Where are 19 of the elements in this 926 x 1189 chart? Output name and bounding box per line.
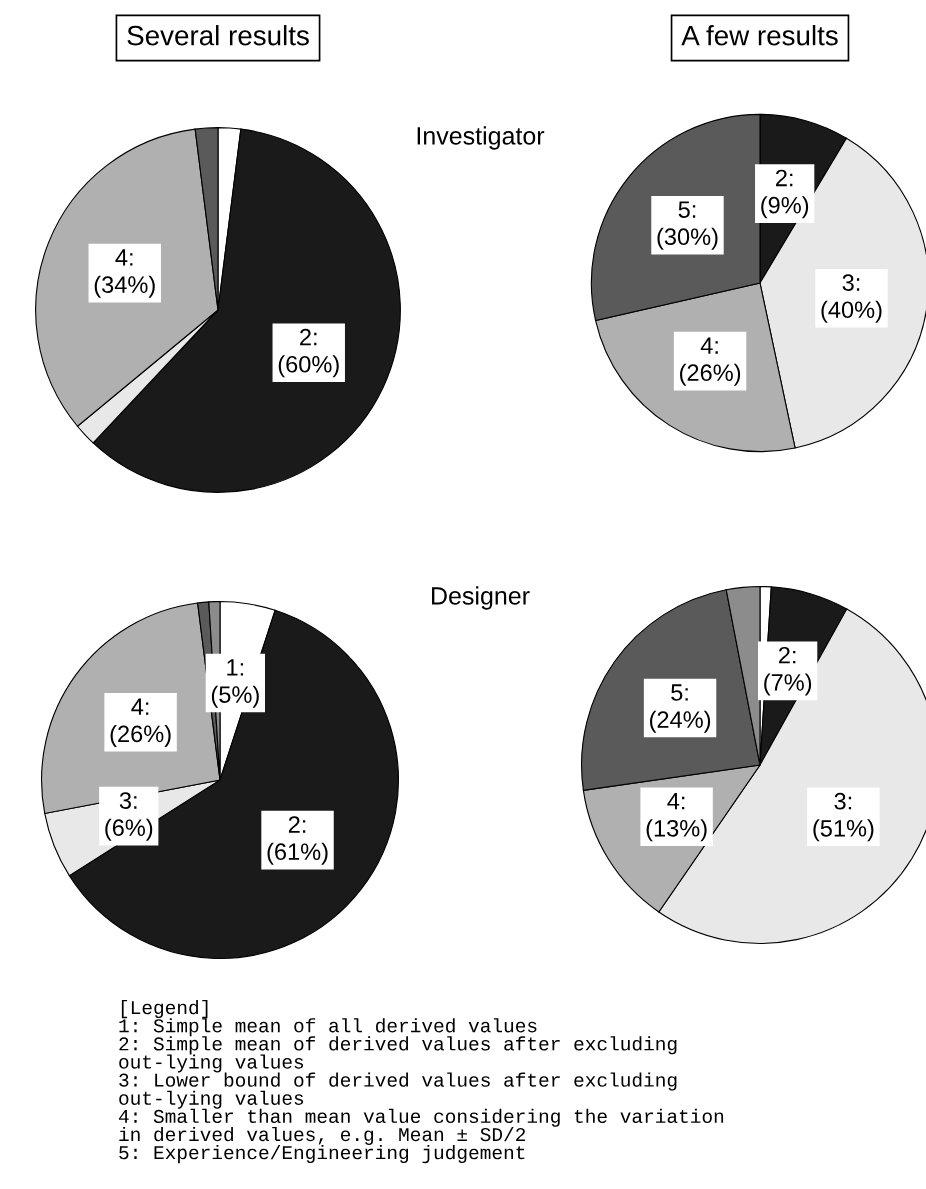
chart-subtitle: Investigator	[417, 126, 545, 150]
data-label: 4: (34%)	[94, 249, 155, 298]
data-label: 2: (7%)	[764, 646, 812, 696]
chart-title: Several results	[127, 25, 309, 46]
chart-subtitle: Designer	[432, 586, 530, 610]
data-label: 5: (30%)	[657, 201, 718, 250]
data-label: 4: (26%)	[680, 337, 741, 386]
data-label: 3: (51%)	[813, 792, 874, 842]
text: [Legend] 1: Simple mean of all derived values 2: Simple mean of derived values after excluding out-lying values 3: Lower bound of derived values after excluding out-lying values 4: Smaller than mean value considering the variation in derived values, e.g. Mean ± SD/2 5: Experience/Engineering judgement	[118, 1000, 724, 1164]
data-label: 3: (6%)	[105, 792, 153, 841]
chart-title: A few results	[681, 25, 838, 46]
data-label: 2: (60%)	[278, 328, 339, 378]
data-label: 3: (40%)	[821, 274, 882, 323]
data-label: 2: (9%)	[761, 169, 809, 219]
data-label: 5: (24%)	[650, 684, 711, 733]
data-label: 4: (26%)	[110, 698, 171, 747]
data-label: 2: (61%)	[267, 816, 328, 865]
data-label: 1: (5%)	[211, 659, 259, 708]
data-label: 4: (13%)	[646, 793, 707, 842]
